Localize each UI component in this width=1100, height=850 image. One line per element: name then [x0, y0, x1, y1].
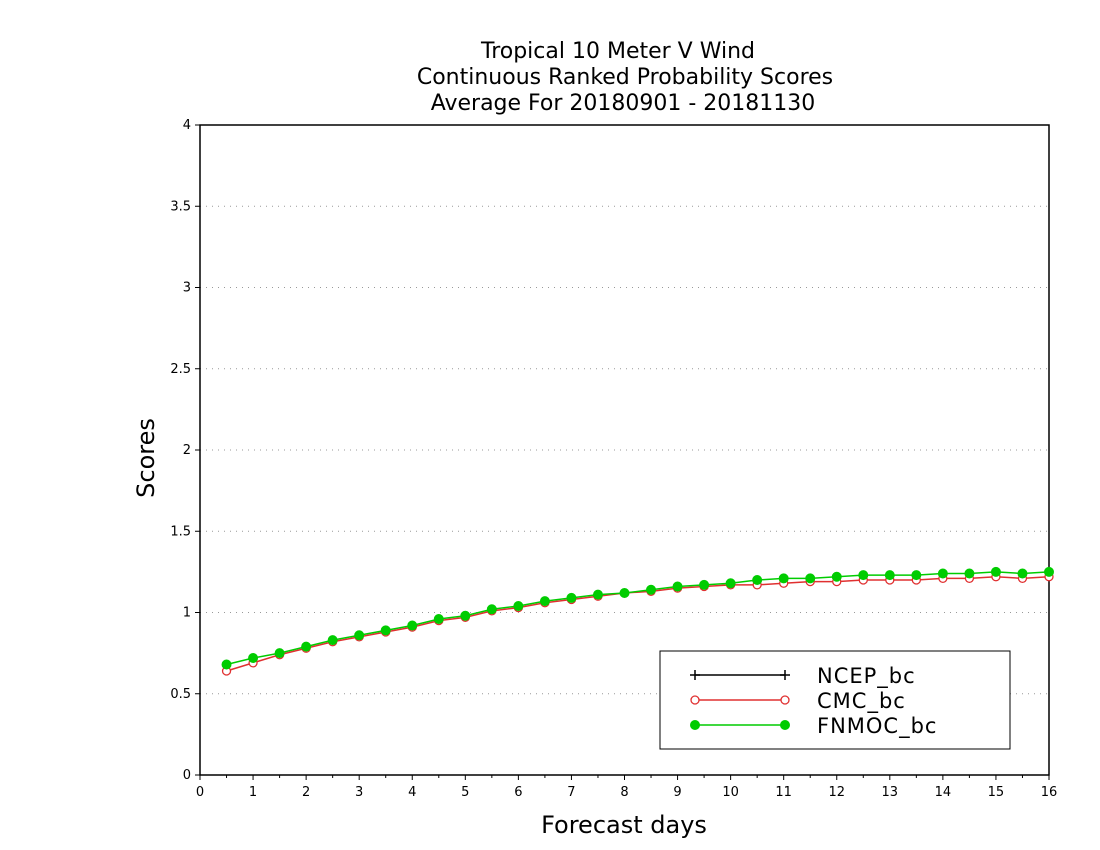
- fnmoc-bc-point: [380, 625, 391, 636]
- fnmoc-bc-point: [858, 570, 869, 581]
- y-tick-label: 0: [183, 768, 191, 783]
- y-axis: 0 0.5 1 1.5 2 2.5 3 3.5 4: [170, 118, 200, 783]
- fnmoc-bc-point: [884, 570, 895, 581]
- x-axis-label: Forecast days: [541, 811, 707, 839]
- x-tick-label: 16: [1041, 785, 1058, 800]
- grid-lines: [200, 205, 1049, 695]
- legend-label-cmc-bc: CMC_bc: [817, 689, 906, 714]
- x-tick-label: 12: [828, 785, 845, 800]
- fnmoc-bc-point: [513, 601, 524, 611]
- x-tick-label: 4: [408, 785, 416, 800]
- fnmoc-bc-point: [1017, 568, 1028, 579]
- fnmoc-bc-point: [699, 579, 710, 590]
- x-tick-label: 6: [514, 785, 522, 800]
- x-tick-label: 5: [461, 785, 469, 800]
- fnmoc-bc-point: [460, 610, 471, 621]
- legend-ncep-bc-point: [690, 670, 700, 680]
- fnmoc-bc-point: [433, 614, 444, 624]
- x-tick-label: 8: [620, 785, 628, 800]
- fnmoc-bc-point: [1044, 566, 1054, 577]
- legend-fnmoc-bc-point: [690, 720, 700, 730]
- fnmoc-bc-point: [301, 641, 312, 652]
- x-tick-label: 11: [775, 785, 792, 800]
- y-tick-label: 4: [183, 118, 191, 133]
- fnmoc-bc-point: [486, 604, 497, 615]
- x-tick-label: 15: [988, 785, 1005, 800]
- y-tick-label: 0.5: [170, 687, 191, 702]
- legend-cmc-bc-point: [690, 695, 700, 705]
- fnmoc-bc-point: [990, 566, 1001, 577]
- fnmoc-bc-point: [539, 596, 550, 607]
- legend-item-cmc-bc: CMC_bc: [690, 689, 906, 714]
- fnmoc-bc-point: [672, 581, 683, 592]
- legend-fnmoc-bc-point: [780, 720, 790, 730]
- legend-label-ncep-bc: NCEP_bc: [817, 664, 916, 689]
- y-tick-label: 2.5: [170, 362, 191, 377]
- fnmoc-bc-point: [831, 571, 842, 582]
- fnmoc-bc-point: [805, 573, 816, 584]
- y-tick-label: 3.5: [170, 199, 191, 214]
- y-tick-label: 3: [183, 281, 191, 296]
- x-tick-label: 9: [673, 785, 681, 800]
- fnmoc-bc-point: [937, 568, 948, 579]
- fnmoc-bc-point: [566, 592, 577, 603]
- series-group: [221, 566, 1054, 676]
- fnmoc-bc-point: [911, 570, 922, 581]
- y-tick-label: 1.5: [170, 524, 191, 539]
- fnmoc-bc-point: [646, 584, 657, 595]
- fnmoc-bc-point: [778, 573, 789, 584]
- x-tick-label: 2: [302, 785, 310, 800]
- legend-ncep-bc-point: [780, 670, 790, 680]
- x-tick-label: 10: [722, 785, 739, 800]
- series-fnmoc-bc: [221, 566, 1054, 670]
- fnmoc-bc-point: [274, 648, 285, 659]
- x-tick-label: 1: [249, 785, 257, 800]
- fnmoc-bc-point: [619, 588, 630, 598]
- fnmoc-bc-point: [221, 659, 232, 670]
- legend-cmc-bc-point: [780, 695, 790, 705]
- fnmoc-bc-point: [752, 575, 763, 585]
- legend-label-fnmoc-bc: FNMOC_bc: [817, 714, 937, 739]
- fnmoc-bc-point: [592, 589, 603, 600]
- x-tick-label: 14: [935, 785, 952, 800]
- x-tick-label: 7: [567, 785, 575, 800]
- fnmoc-bc-point: [354, 630, 365, 641]
- legend-item-fnmoc-bc: FNMOC_bc: [690, 714, 937, 739]
- chart-title-line-3: Average For 20180901 - 20181130: [431, 91, 816, 116]
- chart-title-line-2: Continuous Ranked Probability Scores: [417, 65, 833, 90]
- chart-title-line-1: Tropical 10 Meter V Wind: [480, 39, 755, 64]
- chart-title: Tropical 10 Meter V Wind Continuous Rank…: [417, 39, 833, 116]
- x-axis: 0 1 2 3 4 5 6 7 8 9 10 11 12 13 14 15 16: [196, 775, 1057, 800]
- fnmoc-bc-point: [964, 568, 975, 579]
- legend-item-ncep-bc: NCEP_bc: [690, 664, 916, 689]
- y-tick-label: 1: [183, 606, 191, 621]
- x-tick-label: 3: [355, 785, 363, 800]
- y-tick-label: 2: [183, 443, 191, 458]
- fnmoc-bc-point: [407, 620, 418, 631]
- x-tick-label: 13: [882, 785, 899, 800]
- fnmoc-bc-point: [248, 653, 259, 663]
- fnmoc-bc-point: [327, 635, 338, 646]
- y-axis-label: Scores: [132, 418, 160, 498]
- fnmoc-bc-point: [725, 578, 736, 589]
- x-tick-label: 0: [196, 785, 204, 800]
